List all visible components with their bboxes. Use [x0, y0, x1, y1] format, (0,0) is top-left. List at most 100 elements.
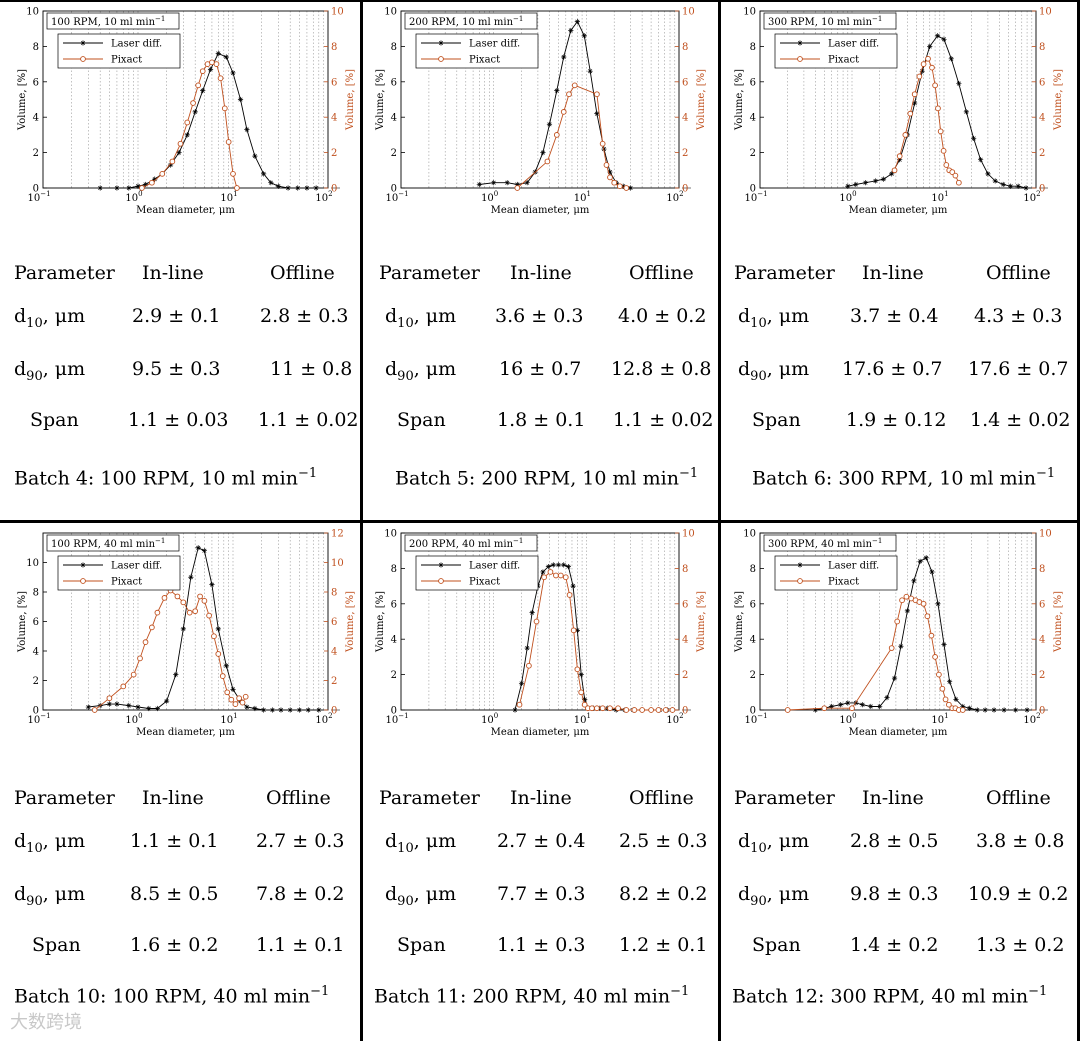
laser-diff-point [230, 70, 236, 76]
pixact-point [192, 608, 199, 615]
d10-inline: 2.8 ± 0.5 [850, 830, 939, 852]
legend-pixact-label: Pixact [828, 55, 859, 66]
pixact-point [190, 100, 196, 106]
pixact-point [195, 82, 202, 89]
y-axis-label: Volume, [%] [375, 591, 386, 653]
legend-box [415, 33, 539, 69]
row-label-span: Span [397, 409, 446, 431]
laser-diff-point [868, 703, 874, 710]
span-offline: 1.2 ± 0.1 [619, 934, 708, 956]
legend-box [774, 33, 898, 69]
laser-diff-point [146, 705, 152, 712]
legend-pixact-marker [797, 578, 803, 584]
pixact-point [662, 707, 669, 713]
pixact-point [891, 167, 898, 174]
x-tick-label: 10−1 [744, 190, 767, 204]
param-table-batch-11: Parameter In-line Offline d10, μm 2.7 ± … [365, 787, 717, 967]
x-tick-exponent: 0 [852, 190, 856, 198]
caption-batch-12: Batch 12: 300 RPM, 40 ml min−1 [732, 984, 1048, 1008]
frame-top-line [0, 0, 1080, 2]
span-offline: 1.1 ± 0.1 [256, 934, 345, 956]
pixact-point [952, 172, 959, 179]
x-tick-exponent: −1 [40, 712, 50, 720]
y-tick-label: 4 [33, 647, 39, 658]
laser-diff-point [142, 181, 149, 188]
d90-inline: 8.5 ± 0.5 [130, 883, 219, 905]
pixact-point [894, 618, 901, 625]
header-inline: In-line [142, 262, 204, 284]
laser-diff-point [491, 180, 497, 186]
span-offline: 1.1 ± 0.02 [258, 409, 359, 431]
y-tick-label: 10 [743, 7, 756, 18]
d90-offline: 12.8 ± 0.8 [611, 358, 712, 380]
pixact-point [594, 705, 600, 712]
y2-tick-label: 10 [1039, 7, 1052, 18]
y2-axis-label: Volume, [%] [1053, 591, 1064, 653]
pixact-point [199, 68, 206, 75]
laser-diff-point [195, 545, 201, 551]
x-axis-label: Mean diameter, μm [849, 727, 948, 738]
y-tick-label: 8 [391, 42, 397, 53]
laser-diff-point [261, 171, 267, 177]
y-tick-label: 10 [743, 529, 756, 540]
laser-diff-point [917, 558, 923, 564]
laser-diff-point [114, 701, 120, 707]
d90-offline: 10.9 ± 0.2 [968, 883, 1069, 905]
x-axis-label: Mean diameter, μm [136, 205, 235, 216]
row-label-d10: d10, μm [14, 830, 86, 856]
pixact-point [571, 82, 578, 89]
laser-diff-point [252, 153, 258, 159]
laser-diff-point [570, 583, 576, 589]
watermark-text: 大数跨境 [10, 1012, 82, 1033]
row-label-d90: d90, μm [14, 883, 86, 909]
legend-pixact-label: Pixact [111, 577, 142, 588]
pixact-point [219, 673, 226, 679]
pixact-point [916, 73, 923, 80]
pixact-point [942, 696, 949, 703]
header-parameter: Parameter [734, 262, 835, 284]
y2-tick-label: 6 [1039, 77, 1045, 88]
laser-diff-point [963, 109, 969, 115]
frame-right-line [1077, 0, 1080, 1041]
y2-tick-label: 10 [682, 7, 695, 18]
legend-pixact-label: Pixact [469, 55, 500, 66]
y2-axis-label: Volume, [%] [696, 591, 707, 653]
x-tick-exponent: 0 [138, 712, 142, 720]
laser-diff-point [581, 33, 587, 39]
laser-diff-point [173, 672, 179, 678]
pixact-point [959, 707, 966, 713]
y-tick-label: 4 [750, 113, 756, 124]
header-parameter: Parameter [14, 262, 115, 284]
pixact-point [937, 128, 944, 135]
d10-inline: 1.1 ± 0.1 [130, 830, 219, 852]
x-tick-exponent: 1 [233, 190, 237, 198]
pixact-point [180, 599, 187, 606]
laser-diff-point [1023, 185, 1029, 191]
y-tick-label: 0 [33, 184, 39, 195]
plot-frame [759, 10, 1037, 189]
pixact-point [228, 696, 235, 703]
x-tick-label: 101 [574, 712, 591, 726]
y-tick-label: 10 [384, 529, 397, 540]
pixact-line [141, 61, 238, 189]
pixact-point [631, 707, 638, 713]
y2-tick-label: 0 [1039, 706, 1045, 717]
pixact-point [911, 91, 918, 98]
laser-diff-point [244, 126, 250, 133]
legend-pixact-label: Pixact [469, 577, 500, 588]
pixact-point [932, 654, 938, 660]
d90-offline: 8.2 ± 0.2 [619, 883, 708, 905]
caption-batch-5: Batch 5: 200 RPM, 10 ml min−1 [395, 466, 699, 490]
x-axis-label: Mean diameter, μm [849, 205, 948, 216]
header-offline: Offline [629, 262, 694, 284]
y-tick-label: 2 [391, 148, 397, 159]
pixact-point [896, 153, 903, 159]
pixact-point [106, 695, 113, 702]
x-tick-label: 100 [839, 190, 856, 204]
x-tick-exponent: −1 [40, 190, 50, 198]
x-tick-exponent: −1 [757, 190, 767, 198]
legend-laser-marker [80, 40, 86, 46]
laser-diff-point [582, 696, 588, 702]
pixact-point [149, 624, 155, 631]
